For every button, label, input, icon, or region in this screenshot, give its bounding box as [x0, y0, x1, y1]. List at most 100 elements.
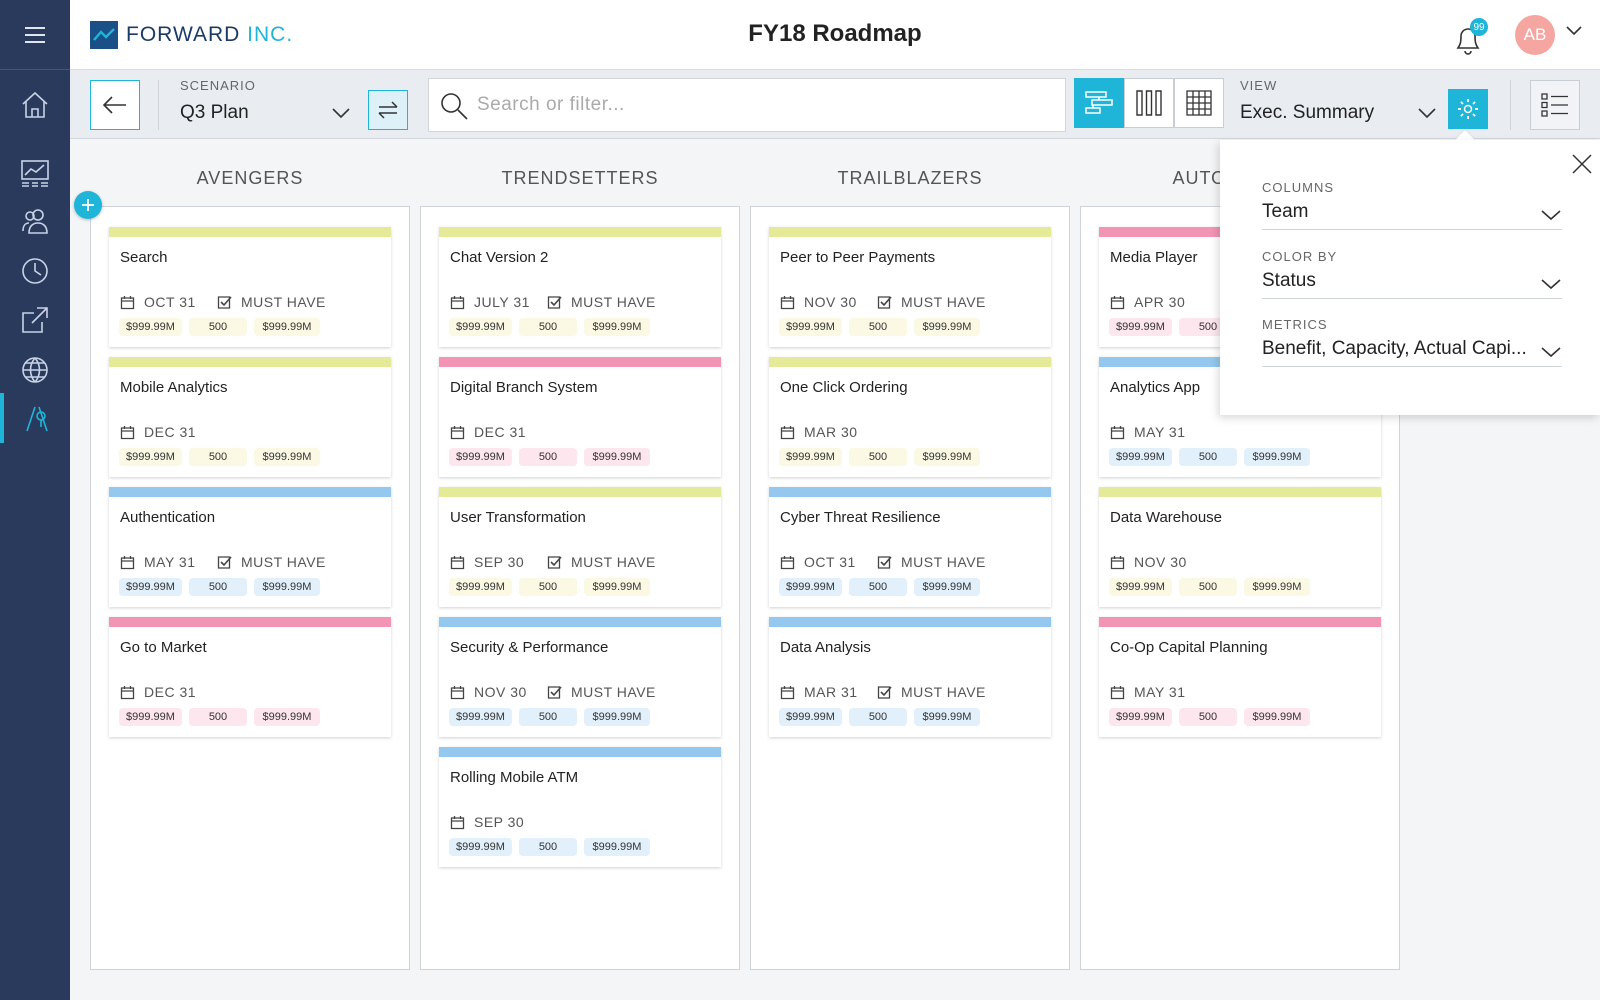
- roadmap-card[interactable]: Go to Market DEC 31 $999.99M 500 $999.99M: [109, 617, 391, 737]
- status-bar: [769, 617, 1051, 627]
- status-bar: [1099, 617, 1381, 627]
- card-date: SEP 30: [450, 814, 524, 830]
- roadmap-card[interactable]: Cyber Threat Resilience OCT 31 MUST HAVE $9…: [769, 487, 1051, 607]
- plus-icon: [82, 199, 94, 211]
- date-text: MAY 31: [1134, 684, 1186, 700]
- metrics-select[interactable]: Benefit, Capacity, Actual Capi...: [1262, 338, 1562, 367]
- card-metrics: $999.99M 500 $999.99M: [449, 708, 650, 726]
- roadmap-card[interactable]: Authentication MAY 31 MUST HAVE $999.99M 500…: [109, 487, 391, 607]
- date-text: MAR 31: [804, 684, 858, 700]
- must-have-flag: MUST HAVE: [877, 684, 986, 700]
- capacity-chip: 500: [1179, 448, 1237, 466]
- gantt-view-button[interactable]: [1074, 78, 1124, 128]
- roadmap-card[interactable]: Chat Version 2 JULY 31 MUST HAVE $999.99M 50…: [439, 227, 721, 347]
- roadmap-card[interactable]: Data Analysis MAR 31 MUST HAVE $999.99M 500 $…: [769, 617, 1051, 737]
- capacity-chip: 500: [519, 708, 577, 726]
- column-title: TRENDSETTERS: [501, 168, 659, 188]
- card-title: Go to Market: [120, 639, 207, 656]
- roadmap-card[interactable]: Co-Op Capital Planning MAY 31 $999.99M 500 $…: [1099, 617, 1381, 737]
- chart-icon: [21, 160, 49, 187]
- card-title: Authentication: [120, 509, 216, 526]
- grid-view-button[interactable]: [1174, 78, 1224, 128]
- chevron-down-icon[interactable]: [1417, 106, 1437, 120]
- chevron-down-icon[interactable]: [1540, 277, 1562, 291]
- card-metrics: $999.99M 500 $999.99M: [1109, 708, 1310, 726]
- close-icon[interactable]: [1570, 152, 1594, 176]
- color-by-setting: COLOR BY Status: [1262, 249, 1562, 299]
- logo-mark-icon: [90, 21, 118, 49]
- card-metrics: $999.99M 500 $999.99M: [1109, 448, 1310, 466]
- status-bar: [769, 227, 1051, 237]
- card-date: DEC 31: [450, 424, 526, 440]
- list-view-button[interactable]: [1530, 80, 1580, 130]
- benefit-chip: $999.99M: [449, 708, 512, 726]
- add-item-button[interactable]: [74, 191, 102, 219]
- card-title: Data Analysis: [780, 639, 871, 656]
- back-button[interactable]: [90, 80, 140, 130]
- chevron-down-icon[interactable]: [1540, 208, 1562, 222]
- brand-logo[interactable]: FORWARD INC.: [90, 21, 293, 49]
- gear-icon: [1458, 99, 1478, 119]
- roadmap-card[interactable]: Mobile Analytics DEC 31 $999.99M 500 $999.99…: [109, 357, 391, 477]
- home-icon: [22, 91, 48, 118]
- brand-name: FORWARD INC.: [126, 23, 294, 46]
- status-bar: [1099, 487, 1381, 497]
- nav-home[interactable]: [0, 80, 70, 130]
- menu-button[interactable]: [0, 0, 70, 70]
- nav-analytics[interactable]: [0, 148, 70, 198]
- checkbox-checked-icon: [547, 295, 562, 309]
- gantt-icon: [1085, 91, 1113, 114]
- date-text: MAY 31: [144, 554, 196, 570]
- capacity-chip: 500: [849, 708, 907, 726]
- roadmap-card[interactable]: Search OCT 31 MUST HAVE $999.99M 500 $999.99M: [109, 227, 391, 347]
- avatar[interactable]: AB: [1515, 15, 1555, 55]
- nav-global[interactable]: [0, 345, 70, 395]
- nav-roadmap[interactable]: [0, 393, 70, 443]
- roadmap-card[interactable]: Data Warehouse NOV 30 $999.99M 500 $999.99M: [1099, 487, 1381, 607]
- roadmap-card[interactable]: Security & Performance NOV 30 MUST HAVE $99…: [439, 617, 721, 737]
- page-title: FY18 Roadmap: [748, 20, 922, 47]
- must-have-text: MUST HAVE: [241, 554, 326, 570]
- card-title: Data Warehouse: [1110, 509, 1223, 526]
- color-by-select[interactable]: Status: [1262, 270, 1562, 299]
- roadmap-card[interactable]: Rolling Mobile ATM SEP 30 $999.99M 500 $999.…: [439, 747, 721, 867]
- roadmap-card[interactable]: User Transformation SEP 30 MUST HAVE $999.9…: [439, 487, 721, 607]
- nav-people[interactable]: [0, 196, 70, 246]
- card-title: Digital Branch System: [450, 379, 598, 396]
- view-select[interactable]: Exec. Summary: [1240, 102, 1375, 123]
- status-bar: [109, 357, 391, 367]
- nav-export[interactable]: [0, 295, 70, 345]
- chevron-down-icon[interactable]: [1565, 25, 1583, 37]
- roadmap-card[interactable]: Peer to Peer Payments NOV 30 MUST HAVE $999…: [769, 227, 1051, 347]
- card-title: Security & Performance: [450, 639, 609, 656]
- scenario-select[interactable]: Q3 Plan: [180, 102, 249, 123]
- nav-history[interactable]: [0, 246, 70, 296]
- calendar-icon: [450, 425, 465, 439]
- search-input[interactable]: [477, 79, 1057, 131]
- card-date: SEP 30: [450, 554, 524, 570]
- notification-badge: 99: [1470, 18, 1488, 36]
- calendar-icon: [450, 295, 465, 309]
- view-settings-button[interactable]: [1448, 89, 1488, 129]
- card-metrics: $999.99M 500 $999.99M: [779, 318, 980, 336]
- card-metrics: $999.99M 500 $999.99M: [449, 578, 650, 596]
- card-title: Search: [120, 249, 168, 266]
- date-text: SEP 30: [474, 554, 525, 570]
- date-text: MAR 30: [804, 424, 858, 440]
- chevron-down-icon[interactable]: [331, 106, 351, 120]
- actual-chip: $999.99M: [584, 578, 650, 596]
- view-label: VIEW: [1240, 78, 1278, 93]
- swap-scenario-button[interactable]: [368, 90, 408, 130]
- notifications-button[interactable]: 99: [1448, 18, 1488, 58]
- benefit-chip: $999.99M: [779, 318, 842, 336]
- roadmap-card[interactable]: Digital Branch System DEC 31 $999.99M 500 $9…: [439, 357, 721, 477]
- roadmap-card[interactable]: One Click Ordering MAR 30 $999.99M 500 $999.…: [769, 357, 1051, 477]
- actual-chip: $999.99M: [584, 318, 650, 336]
- capacity-chip: 500: [849, 318, 907, 336]
- board-view-button[interactable]: [1124, 78, 1174, 128]
- columns-select[interactable]: Team: [1262, 201, 1562, 230]
- actual-chip: $999.99M: [914, 448, 980, 466]
- chevron-down-icon[interactable]: [1540, 345, 1562, 359]
- must-have-text: MUST HAVE: [571, 554, 656, 570]
- card-title: User Transformation: [450, 509, 586, 526]
